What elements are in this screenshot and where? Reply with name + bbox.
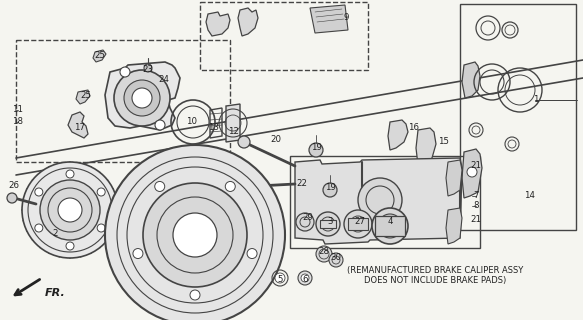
Circle shape [190,290,200,300]
Circle shape [238,136,250,148]
Bar [16,40,230,162]
Circle shape [384,220,396,232]
Text: 30: 30 [331,253,342,262]
Circle shape [155,120,165,130]
Text: 19: 19 [325,183,335,193]
Polygon shape [388,120,408,150]
Text: 17: 17 [75,124,86,132]
Circle shape [329,253,343,267]
Bar [200,2,368,70]
Text: 12: 12 [229,127,240,137]
Circle shape [296,213,314,231]
Circle shape [378,214,402,238]
Circle shape [323,183,337,197]
Circle shape [301,274,309,282]
Circle shape [97,224,105,232]
Circle shape [114,70,170,126]
Circle shape [358,178,402,222]
Text: 14: 14 [525,191,536,201]
Text: 10: 10 [187,117,198,126]
Text: 19: 19 [311,143,321,153]
Circle shape [66,170,74,178]
Circle shape [35,224,43,232]
Text: 11: 11 [12,106,23,115]
Circle shape [7,193,17,203]
Text: 26: 26 [9,181,19,190]
Text: 28: 28 [318,247,329,257]
Circle shape [133,249,143,259]
Polygon shape [416,128,436,165]
Circle shape [225,181,236,191]
Bar [320,220,336,228]
Polygon shape [446,160,462,196]
Bar [348,218,368,230]
Polygon shape [76,90,90,104]
Polygon shape [462,149,482,198]
Text: 29: 29 [303,213,314,222]
Text: 24: 24 [159,76,170,84]
Circle shape [316,246,332,262]
Circle shape [248,178,260,190]
Text: 6: 6 [302,276,308,284]
Text: 7: 7 [473,191,479,201]
Text: 8: 8 [473,202,479,211]
Circle shape [97,188,105,196]
Circle shape [132,88,152,108]
Polygon shape [446,208,462,244]
Polygon shape [310,5,348,33]
Polygon shape [238,8,258,36]
Circle shape [124,80,160,116]
Polygon shape [226,104,240,142]
Text: 9: 9 [343,13,349,22]
Circle shape [247,249,257,259]
Circle shape [173,213,217,257]
Circle shape [275,273,285,283]
Circle shape [66,242,74,250]
Circle shape [120,67,130,77]
Text: 20: 20 [271,135,282,145]
Circle shape [316,212,340,236]
Circle shape [40,180,100,240]
Text: 21: 21 [470,162,482,171]
Text: 5: 5 [278,276,283,284]
Circle shape [467,167,477,177]
Text: 23: 23 [142,66,153,75]
Text: 25: 25 [80,92,92,100]
Text: 27: 27 [354,218,366,227]
Circle shape [344,210,372,238]
Text: 4: 4 [387,218,393,227]
Text: (REMANUFACTURED BRAKE CALIPER ASSY: (REMANUFACTURED BRAKE CALIPER ASSY [347,266,523,275]
Bar [375,216,405,236]
Polygon shape [68,112,88,138]
Text: 2: 2 [52,229,58,238]
Bar [290,156,480,248]
Bar [460,4,576,230]
Text: 3: 3 [327,218,333,227]
Text: 25: 25 [94,52,106,60]
Polygon shape [105,62,180,130]
Polygon shape [93,50,106,62]
Circle shape [35,188,43,196]
Text: 1: 1 [533,95,539,105]
Circle shape [22,162,118,258]
Polygon shape [295,158,462,244]
Text: FR.: FR. [45,288,65,298]
Text: 22: 22 [297,180,307,188]
Polygon shape [206,12,230,36]
Circle shape [372,208,408,244]
Text: 21: 21 [470,215,482,225]
Polygon shape [462,62,480,98]
Circle shape [154,181,165,191]
Text: DOES NOT INCLUDE BRAKE PADS): DOES NOT INCLUDE BRAKE PADS) [364,276,506,284]
Circle shape [144,64,152,72]
Circle shape [58,198,82,222]
Text: 16: 16 [409,124,420,132]
Circle shape [143,183,247,287]
Circle shape [105,145,285,320]
Text: 13: 13 [209,124,220,132]
Text: 15: 15 [438,138,449,147]
Circle shape [309,143,323,157]
Text: 18: 18 [12,117,23,126]
Circle shape [298,271,312,285]
